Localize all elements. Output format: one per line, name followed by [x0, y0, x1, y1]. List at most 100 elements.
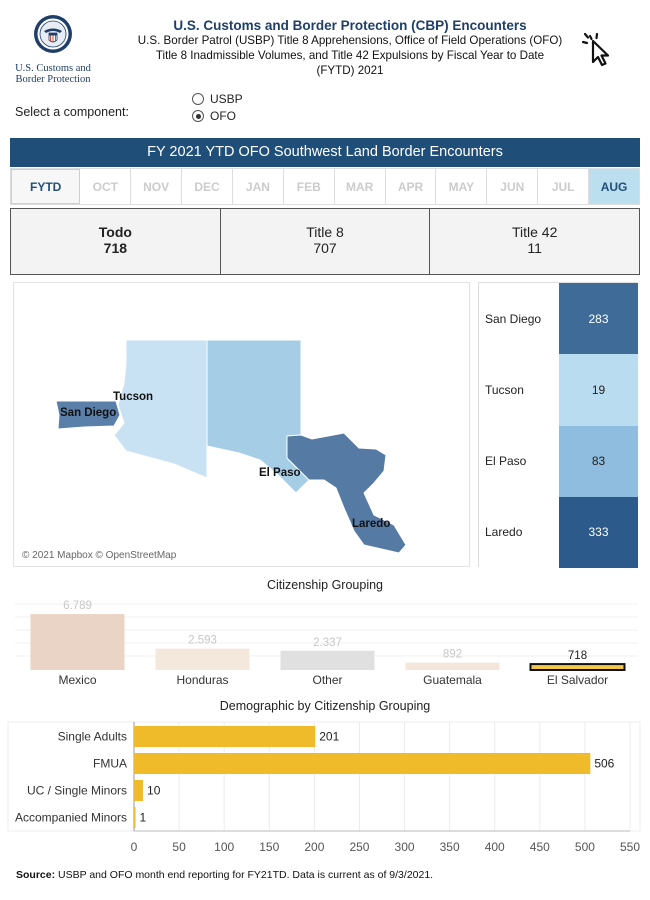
map-label-el-paso: El Paso: [259, 467, 301, 479]
month-tab-mar[interactable]: MAR: [334, 169, 386, 204]
radio-usbp-dot[interactable]: [192, 93, 204, 105]
kpi-row: Todo 718 Title 8 707 Title 42 11: [10, 208, 640, 275]
x-tick-label: 250: [349, 840, 369, 854]
radio-ofo-dot[interactable]: [192, 110, 204, 122]
month-tab-jun[interactable]: JUN: [487, 169, 539, 204]
month-tab-apr[interactable]: APR: [385, 169, 437, 204]
sector-row-tucson[interactable]: Tucson 19: [479, 354, 638, 426]
sector-name: Laredo: [479, 496, 559, 568]
logo-text-line-2: Border Protection: [15, 74, 91, 85]
month-filter: FYTD OCT NOV DEC JAN FEB MAR APR MAY JUN…: [10, 168, 640, 205]
kpi-title-42-value: 11: [527, 240, 542, 256]
bar-value-fmua: 506: [594, 757, 614, 771]
month-tab-fytd[interactable]: FYTD: [11, 169, 81, 204]
source-label: Source:: [16, 869, 56, 881]
category-label-honduras: Honduras: [176, 673, 228, 687]
bar-other[interactable]: [280, 650, 375, 670]
sector-value: 83: [559, 425, 638, 497]
x-tick-label: 400: [485, 840, 505, 854]
dashboard-banner: FY 2021 YTD OFO Southwest Land Border En…: [10, 138, 640, 167]
bar-value-single-adults: 201: [319, 730, 339, 744]
kpi-todo-label: Todo: [98, 224, 132, 240]
bar-accompanied-minors[interactable]: [134, 807, 136, 828]
bar-el-salvador[interactable]: [529, 663, 626, 671]
bar-fmua[interactable]: [134, 753, 591, 774]
logo-text: U.S. Customs and Border Protection: [10, 63, 96, 85]
header: U.S. Customs and Border Protection (CBP)…: [100, 18, 600, 78]
map-label-san-diego: San Diego: [60, 407, 117, 419]
kpi-title-8-value: 707: [313, 240, 337, 256]
radio-ofo[interactable]: OFO: [192, 109, 236, 123]
month-tab-feb[interactable]: FEB: [283, 169, 335, 204]
sector-value: 333: [559, 496, 638, 568]
radio-usbp[interactable]: USBP: [192, 92, 243, 106]
map-attribution: © 2021 Mapbox © OpenStreetMap: [22, 550, 177, 561]
sector-value: 19: [559, 354, 638, 426]
bar-value-el-salvador: 718: [568, 650, 587, 662]
map-label-tucson: Tucson: [113, 391, 154, 403]
x-tick-label: 100: [214, 840, 234, 854]
kpi-title-8-label: Title 8: [306, 224, 344, 240]
sector-value: 283: [559, 283, 638, 355]
bar-value-guatemala: 892: [443, 649, 462, 661]
bar-guatemala[interactable]: [405, 662, 500, 670]
category-label-guatemala: Guatemala: [423, 673, 482, 687]
x-tick-label: 450: [530, 840, 550, 854]
x-tick-label: 350: [440, 840, 460, 854]
radio-usbp-label: USBP: [210, 92, 243, 106]
category-label-fmua: FMUA: [93, 757, 127, 771]
bar-uc-single-minors[interactable]: [134, 780, 144, 801]
bar-single-adults[interactable]: [134, 726, 316, 747]
month-tab-jan[interactable]: JAN: [232, 169, 284, 204]
sector-name: San Diego: [479, 283, 559, 355]
map-region-el-paso[interactable]: [206, 339, 310, 494]
x-tick-label: 300: [395, 840, 415, 854]
category-label-other: Other: [312, 673, 342, 687]
month-tab-oct[interactable]: OCT: [80, 169, 132, 204]
map-region-san-diego[interactable]: [55, 400, 121, 430]
kpi-title-8[interactable]: Title 8 707: [221, 209, 431, 274]
kpi-title-42-label: Title 42: [511, 224, 558, 240]
category-label-mexico: Mexico: [58, 673, 96, 687]
bar-value-other: 2.337: [313, 637, 342, 649]
x-tick-label: 500: [575, 840, 595, 854]
month-tab-nov[interactable]: NOV: [131, 169, 183, 204]
month-tab-dec[interactable]: DEC: [182, 169, 233, 204]
x-tick-label: 550: [620, 840, 640, 854]
logo-text-line-1: U.S. Customs and: [15, 63, 91, 74]
sector-row-san-diego[interactable]: San Diego 283: [479, 283, 638, 355]
citizenship-chart-title: Citizenship Grouping: [266, 578, 384, 592]
kpi-todo[interactable]: Todo 718: [11, 209, 221, 274]
cbp-seal-icon: [34, 15, 72, 53]
kpi-todo-value: 718: [103, 240, 128, 256]
bar-value-honduras: 2.593: [188, 635, 217, 647]
map-region-tucson[interactable]: [113, 339, 208, 479]
sector-row-laredo[interactable]: Laredo 333: [479, 496, 638, 568]
map-label-laredo: Laredo: [352, 518, 391, 530]
month-tab-jul[interactable]: JUL: [538, 169, 590, 204]
source-note: Source: USBP and OFO month end reporting…: [16, 869, 433, 881]
bar-value-mexico: 6.789: [63, 600, 92, 612]
category-label-accompanied-minors: Accompanied Minors: [15, 811, 127, 825]
pointer-cursor-icon[interactable]: [578, 28, 618, 68]
sector-name: El Paso: [479, 425, 559, 497]
bar-honduras[interactable]: [155, 648, 250, 670]
category-label-uc-single-minors: UC / Single Minors: [27, 784, 127, 798]
sector-table: San Diego 283 Tucson 19 El Paso 83 Lared…: [478, 282, 638, 568]
citizenship-chart: 6.789 Mexico 2.593 Honduras 2.337 Other 892 Gua…: [15, 600, 638, 687]
x-tick-label: 200: [304, 840, 324, 854]
kpi-title-42[interactable]: Title 42 11: [430, 209, 639, 274]
radio-ofo-label: OFO: [210, 109, 236, 123]
demographic-chart: 0 50 100 150 200 250 300 350 400 450 500 550 201 Sing…: [7, 721, 641, 854]
component-selector-label: Select a component:: [15, 105, 129, 119]
map-svg: [55, 339, 407, 554]
map-region-laredo[interactable]: [286, 432, 407, 554]
bar-mexico[interactable]: [30, 614, 125, 670]
month-tab-may[interactable]: MAY: [436, 169, 488, 204]
sector-map[interactable]: Tucson San Diego El Paso Laredo © 2021 M…: [13, 282, 470, 567]
category-label-el-salvador: El Salvador: [547, 673, 608, 687]
month-tab-aug[interactable]: AUG: [589, 169, 639, 204]
demographic-chart-title: Demographic by Citizenship Grouping: [219, 699, 431, 713]
sector-row-el-paso[interactable]: El Paso 83: [479, 425, 638, 497]
page-title: U.S. Customs and Border Protection (CBP)…: [173, 18, 527, 33]
